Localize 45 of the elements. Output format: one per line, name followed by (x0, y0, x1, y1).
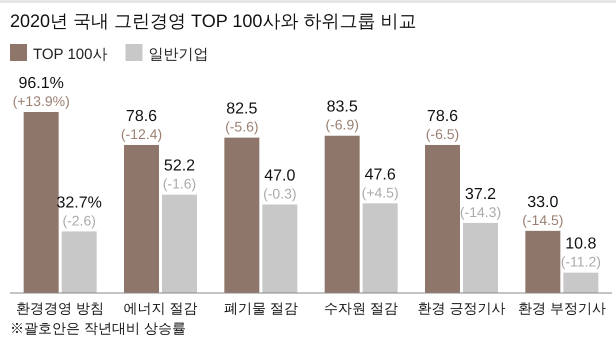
data-label: 82.5 (226, 100, 258, 118)
x-tick-label: 환경 긍정기사 (418, 300, 506, 316)
annotation: (-6.5) (426, 126, 460, 142)
bar (162, 194, 197, 293)
annotation: (-12.4) (120, 126, 162, 142)
x-tick-label: 폐기물 절감 (224, 300, 298, 316)
annotation: (-5.6) (225, 118, 259, 135)
annotation: (-6.9) (325, 116, 359, 133)
data-label: 33.0 (527, 194, 559, 211)
bar (463, 222, 498, 293)
bar (262, 204, 298, 293)
data-label: 37.2 (464, 186, 496, 203)
x-tick-label: 수자원 절감 (324, 300, 398, 316)
annotation: (-14.3) (460, 204, 502, 220)
bar (324, 136, 360, 293)
text: ※괄호안은 작년대비 상승률 (10, 320, 186, 336)
data-label: 78.6 (426, 108, 458, 125)
chart-title: 2020년 국내 그린경영 TOP 100사와 하위그룹 비교 (10, 11, 416, 31)
data-label: 52.2 (164, 158, 196, 175)
x-tick-label: 에너지 절감 (124, 300, 198, 316)
bar (563, 272, 598, 293)
annotation: (-14.5) (522, 212, 564, 228)
legend-label: 일반기업 (148, 46, 208, 63)
annotation: (+4.5) (362, 184, 399, 200)
bar (24, 112, 59, 293)
annotation: (-1.6) (162, 176, 196, 192)
bar (62, 231, 97, 293)
data-label: 10.8 (565, 236, 597, 253)
bar (362, 203, 398, 293)
data-label: 47.0 (264, 167, 296, 184)
x-tick-label: 환경경영 방침 (16, 300, 104, 316)
annotation: (-0.3) (263, 185, 297, 202)
legend-label: TOP 100사 (33, 46, 108, 63)
annotation: (-2.6) (62, 212, 96, 228)
data-label: 83.5 (326, 98, 358, 116)
bar (525, 230, 560, 293)
bar (425, 144, 460, 293)
x-tick-label: 환경 부정기사 (518, 300, 606, 316)
bar (124, 144, 159, 293)
bar (224, 138, 260, 293)
annotation: (+13.9%) (12, 93, 70, 109)
data-label: 47.6 (364, 166, 396, 184)
data-label: 78.6 (126, 108, 158, 125)
annotation: (-11.2) (560, 254, 601, 270)
data-label: 96.1% (18, 75, 64, 92)
